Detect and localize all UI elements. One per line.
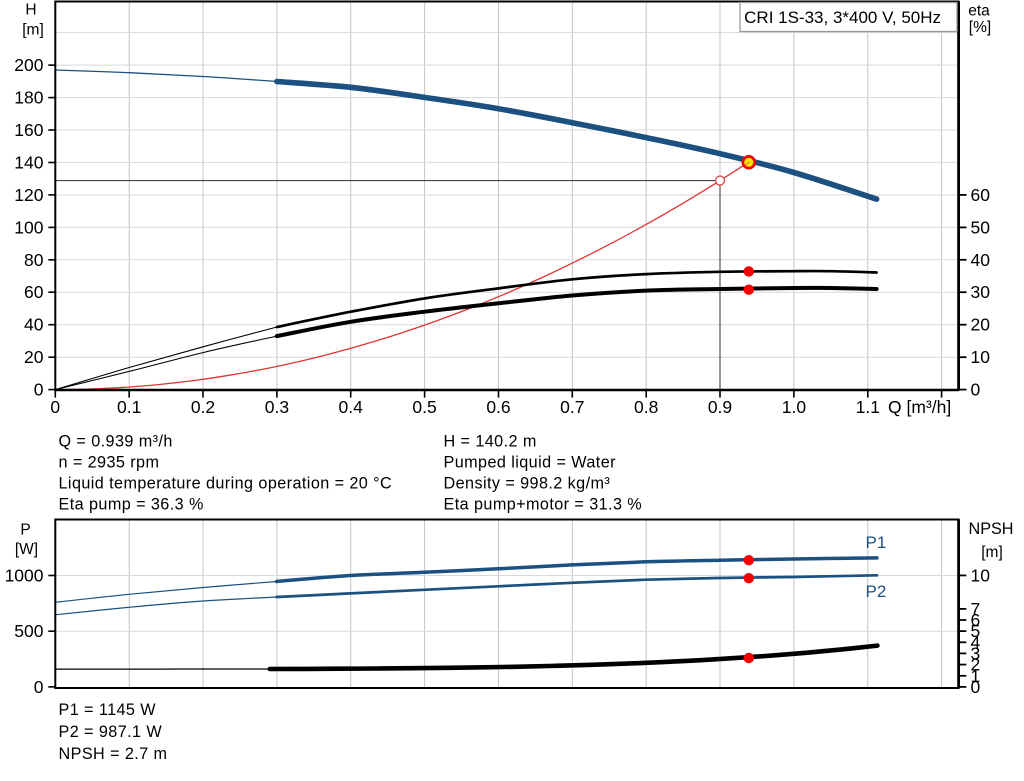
svg-text:0.2: 0.2 xyxy=(191,397,215,417)
svg-text:0.5: 0.5 xyxy=(412,397,436,417)
svg-text:[W]: [W] xyxy=(15,541,38,558)
svg-text:0.9: 0.9 xyxy=(708,397,732,417)
svg-text:40: 40 xyxy=(24,315,44,335)
svg-text:H: H xyxy=(25,1,36,18)
svg-text:P: P xyxy=(20,521,30,538)
svg-text:P2: P2 xyxy=(866,582,887,601)
svg-text:[m]: [m] xyxy=(981,544,1003,561)
svg-text:40: 40 xyxy=(971,250,991,270)
svg-text:120: 120 xyxy=(14,185,43,205)
svg-text:1.1: 1.1 xyxy=(856,397,880,417)
svg-text:0.4: 0.4 xyxy=(339,397,364,417)
svg-text:0.6: 0.6 xyxy=(486,397,510,417)
svg-text:CRI 1S-33, 3*400 V, 50Hz: CRI 1S-33, 3*400 V, 50Hz xyxy=(744,8,941,27)
svg-text:Eta pump = 36.3 %: Eta pump = 36.3 % xyxy=(59,496,204,514)
svg-text:20: 20 xyxy=(971,315,991,335)
svg-text:0.3: 0.3 xyxy=(265,397,289,417)
svg-text:P1: P1 xyxy=(866,533,887,552)
svg-text:0.1: 0.1 xyxy=(117,397,141,417)
svg-text:100: 100 xyxy=(14,217,43,237)
svg-text:30: 30 xyxy=(971,282,991,302)
svg-text:60: 60 xyxy=(971,185,991,205)
svg-text:200: 200 xyxy=(14,55,43,75)
svg-text:160: 160 xyxy=(14,120,43,140)
svg-text:Density = 998.2 kg/m³: Density = 998.2 kg/m³ xyxy=(444,474,611,492)
svg-text:180: 180 xyxy=(14,88,43,108)
svg-text:H = 140.2 m: H = 140.2 m xyxy=(444,432,537,450)
svg-text:NPSH: NPSH xyxy=(969,520,1014,538)
svg-text:0: 0 xyxy=(50,397,60,417)
svg-text:500: 500 xyxy=(14,621,43,641)
svg-text:0: 0 xyxy=(34,380,44,400)
svg-text:6: 6 xyxy=(971,610,981,630)
svg-text:0: 0 xyxy=(34,677,44,697)
svg-text:[%]: [%] xyxy=(969,19,991,36)
svg-text:10: 10 xyxy=(971,347,991,367)
svg-text:eta: eta xyxy=(968,2,990,19)
svg-text:NPSH = 2.7 m: NPSH = 2.7 m xyxy=(59,745,168,763)
svg-text:1.0: 1.0 xyxy=(782,397,807,417)
svg-text:Liquid temperature during oper: Liquid temperature during operation = 20… xyxy=(59,474,393,492)
svg-text:7: 7 xyxy=(971,599,981,619)
svg-text:80: 80 xyxy=(24,250,44,270)
svg-text:Pumped liquid = Water: Pumped liquid = Water xyxy=(444,453,617,471)
svg-text:0.8: 0.8 xyxy=(634,397,658,417)
svg-text:P2 = 987.1 W: P2 = 987.1 W xyxy=(59,723,163,741)
svg-text:0: 0 xyxy=(971,380,981,400)
svg-text:10: 10 xyxy=(971,565,991,585)
svg-text:P1 = 1145 W: P1 = 1145 W xyxy=(59,701,157,719)
svg-text:0: 0 xyxy=(971,677,981,697)
svg-text:1: 1 xyxy=(971,666,981,686)
svg-text:1000: 1000 xyxy=(5,566,44,586)
svg-text:3: 3 xyxy=(971,643,981,663)
svg-text:20: 20 xyxy=(24,347,44,367)
svg-text:0.7: 0.7 xyxy=(560,397,584,417)
svg-text:4: 4 xyxy=(971,632,981,652)
svg-text:60: 60 xyxy=(24,282,44,302)
svg-text:140: 140 xyxy=(14,153,43,173)
svg-text:50: 50 xyxy=(971,217,991,237)
svg-text:n = 2935 rpm: n = 2935 rpm xyxy=(59,453,160,471)
svg-text:2: 2 xyxy=(971,655,981,675)
svg-text:[m]: [m] xyxy=(22,21,44,38)
svg-text:5: 5 xyxy=(971,621,981,641)
svg-text:Q = 0.939 m³/h: Q = 0.939 m³/h xyxy=(59,432,173,450)
svg-text:Eta pump+motor = 31.3 %: Eta pump+motor = 31.3 % xyxy=(444,496,643,514)
svg-text:Q [m³/h]: Q [m³/h] xyxy=(888,397,951,417)
